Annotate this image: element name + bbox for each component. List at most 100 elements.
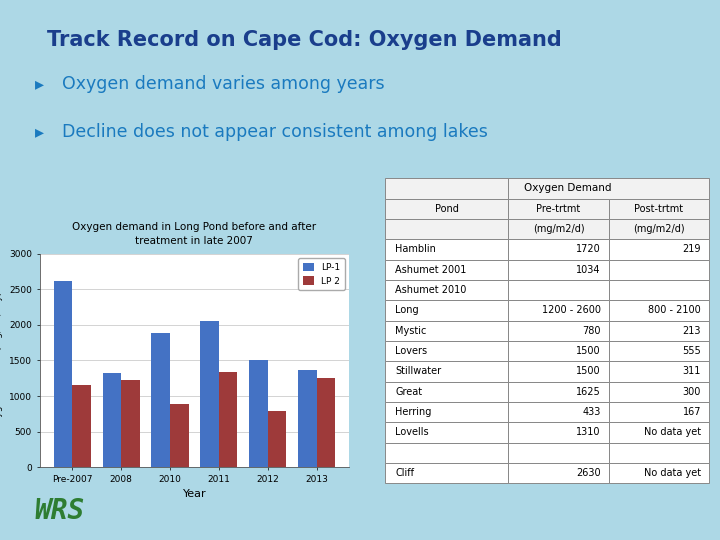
Text: 555: 555 <box>683 346 701 356</box>
Bar <box>121 380 140 467</box>
Y-axis label: Oxygen Demand (mg/m2/day): Oxygen Demand (mg/m2/day) <box>0 292 4 429</box>
Bar <box>151 333 170 467</box>
Bar <box>268 411 287 467</box>
FancyBboxPatch shape <box>508 239 609 260</box>
FancyBboxPatch shape <box>508 402 609 422</box>
Text: 167: 167 <box>683 407 701 417</box>
Text: Oxygen demand in Long Pond before and after
treatment in late 2007: Oxygen demand in Long Pond before and af… <box>72 222 317 246</box>
FancyBboxPatch shape <box>609 402 709 422</box>
FancyBboxPatch shape <box>385 219 508 239</box>
Text: 1500: 1500 <box>576 346 600 356</box>
Text: 1200 - 2600: 1200 - 2600 <box>541 306 600 315</box>
FancyBboxPatch shape <box>609 422 709 443</box>
FancyBboxPatch shape <box>508 341 609 361</box>
FancyBboxPatch shape <box>385 341 508 361</box>
Text: 780: 780 <box>582 326 600 336</box>
Text: Herring: Herring <box>395 407 431 417</box>
FancyBboxPatch shape <box>385 239 508 260</box>
Text: Great: Great <box>395 387 422 397</box>
Text: ▸: ▸ <box>35 75 44 93</box>
FancyBboxPatch shape <box>508 321 609 341</box>
Text: 213: 213 <box>683 326 701 336</box>
FancyBboxPatch shape <box>609 239 709 260</box>
Text: 300: 300 <box>683 387 701 397</box>
FancyBboxPatch shape <box>609 219 709 239</box>
FancyBboxPatch shape <box>508 219 609 239</box>
FancyBboxPatch shape <box>508 178 709 199</box>
Bar <box>102 373 121 467</box>
FancyBboxPatch shape <box>508 280 609 300</box>
Text: ▸: ▸ <box>35 123 44 141</box>
FancyBboxPatch shape <box>508 199 609 219</box>
Text: Hamblin: Hamblin <box>395 245 436 254</box>
FancyBboxPatch shape <box>609 260 709 280</box>
Text: Ashumet 2010: Ashumet 2010 <box>395 285 467 295</box>
FancyBboxPatch shape <box>385 361 508 382</box>
FancyBboxPatch shape <box>609 199 709 219</box>
FancyBboxPatch shape <box>385 443 508 463</box>
Text: Cliff: Cliff <box>395 468 414 478</box>
Text: Mystic: Mystic <box>395 326 426 336</box>
FancyBboxPatch shape <box>508 443 609 463</box>
Text: (mg/m2/d): (mg/m2/d) <box>533 224 585 234</box>
FancyBboxPatch shape <box>609 280 709 300</box>
FancyBboxPatch shape <box>385 178 508 199</box>
FancyBboxPatch shape <box>385 463 508 483</box>
Text: Track Record on Cape Cod: Oxygen Demand: Track Record on Cape Cod: Oxygen Demand <box>47 30 562 50</box>
Bar <box>219 372 238 467</box>
Bar <box>170 404 189 467</box>
Bar <box>200 321 219 467</box>
FancyBboxPatch shape <box>609 321 709 341</box>
Text: Lovers: Lovers <box>395 346 427 356</box>
FancyBboxPatch shape <box>385 260 508 280</box>
Text: No data yet: No data yet <box>644 428 701 437</box>
FancyBboxPatch shape <box>385 321 508 341</box>
FancyBboxPatch shape <box>385 422 508 443</box>
Text: No data yet: No data yet <box>644 468 701 478</box>
Text: 1310: 1310 <box>576 428 600 437</box>
Text: 800 - 2100: 800 - 2100 <box>649 306 701 315</box>
Text: WRS: WRS <box>35 497 85 525</box>
Text: 1625: 1625 <box>576 387 600 397</box>
Text: 1500: 1500 <box>576 367 600 376</box>
FancyBboxPatch shape <box>609 341 709 361</box>
Bar <box>249 361 268 467</box>
FancyBboxPatch shape <box>508 382 609 402</box>
FancyBboxPatch shape <box>609 382 709 402</box>
Bar <box>298 370 317 467</box>
Text: 311: 311 <box>683 367 701 376</box>
Text: Pond: Pond <box>435 204 459 214</box>
FancyBboxPatch shape <box>609 361 709 382</box>
FancyBboxPatch shape <box>508 361 609 382</box>
FancyBboxPatch shape <box>385 280 508 300</box>
Text: 433: 433 <box>582 407 600 417</box>
Text: Oxygen demand varies among years: Oxygen demand varies among years <box>62 75 384 93</box>
Bar <box>72 386 91 467</box>
FancyBboxPatch shape <box>385 382 508 402</box>
Text: 1720: 1720 <box>576 245 600 254</box>
FancyBboxPatch shape <box>508 463 609 483</box>
Text: Post-trtmt: Post-trtmt <box>634 204 683 214</box>
FancyBboxPatch shape <box>508 260 609 280</box>
Text: 219: 219 <box>683 245 701 254</box>
Text: Stillwater: Stillwater <box>395 367 441 376</box>
Text: (mg/m2/d): (mg/m2/d) <box>633 224 685 234</box>
FancyBboxPatch shape <box>385 402 508 422</box>
Bar <box>317 377 335 467</box>
Legend: LP-1, LP 2: LP-1, LP 2 <box>299 258 345 290</box>
FancyBboxPatch shape <box>385 199 508 219</box>
X-axis label: Year: Year <box>183 489 206 500</box>
Text: Long: Long <box>395 306 418 315</box>
FancyBboxPatch shape <box>385 300 508 321</box>
Text: Oxygen Demand: Oxygen Demand <box>524 184 612 193</box>
FancyBboxPatch shape <box>609 443 709 463</box>
Text: 2630: 2630 <box>576 468 600 478</box>
FancyBboxPatch shape <box>609 463 709 483</box>
FancyBboxPatch shape <box>508 422 609 443</box>
Bar <box>54 281 72 467</box>
Text: Decline does not appear consistent among lakes: Decline does not appear consistent among… <box>62 123 487 141</box>
Text: 1034: 1034 <box>576 265 600 275</box>
FancyBboxPatch shape <box>508 300 609 321</box>
Text: Ashumet 2001: Ashumet 2001 <box>395 265 467 275</box>
Text: Pre-trtmt: Pre-trtmt <box>536 204 580 214</box>
